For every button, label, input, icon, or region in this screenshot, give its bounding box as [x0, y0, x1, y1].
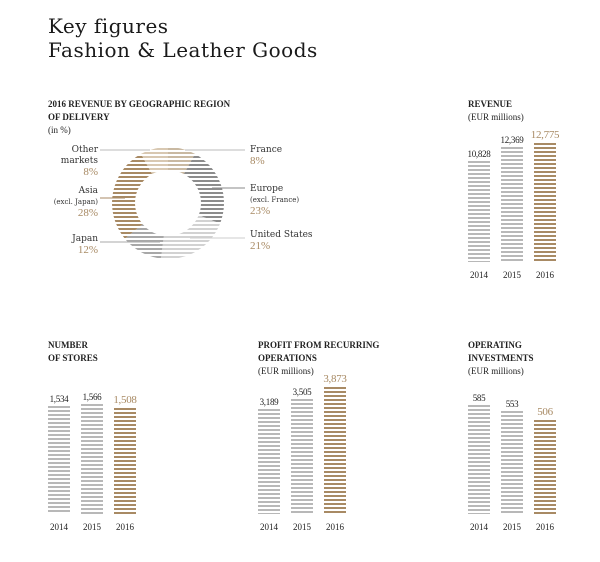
donut-slice-japan [124, 224, 164, 259]
bar-2015 [291, 398, 313, 514]
bar-2015 [81, 403, 103, 514]
chart-title: OPERATING [468, 340, 522, 350]
bar-2016 [114, 408, 136, 514]
bar-2016 [534, 420, 556, 514]
label-asia: Asia (excl. Japan) 28% [18, 186, 98, 219]
stores-header: NUMBER OF STORES [48, 339, 98, 365]
bar-value-label: 3,189 [259, 397, 279, 408]
bar-value-label: 553 [505, 399, 519, 410]
donut-unit: (in %) [48, 125, 71, 135]
label-pct: 28% [77, 207, 98, 219]
year-label: 2014 [50, 522, 68, 532]
label-united-states: United States 21% [250, 230, 313, 252]
page-subtitle: Fashion & Leather Goods [48, 38, 318, 62]
label-pct: 8% [250, 155, 265, 167]
profit-chart: 3,189 2014 3,505 2015 3,873 2016 [254, 372, 384, 532]
profit-header: PROFIT FROM RECURRING OPERATIONS (EUR mi… [258, 339, 379, 378]
year-label: 2016 [536, 522, 554, 532]
label-name: France [250, 145, 283, 155]
chart-title-2: INVESTMENTS [468, 353, 534, 363]
bar-value-label: 585 [472, 393, 486, 404]
bar-value-label: 12,775 [530, 129, 560, 142]
stores-chart: 1,534 2014 1,566 2015 1,508 2016 [44, 372, 174, 532]
bar-2015 [501, 411, 523, 514]
bar-value-label: 1,534 [49, 394, 69, 405]
chart-title: REVENUE [468, 99, 513, 109]
bar-2015 [501, 147, 523, 262]
label-pct: 23% [250, 205, 271, 217]
bar-value-label: 3,873 [323, 372, 347, 385]
donut-slice-france [168, 147, 195, 175]
bar-2014 [48, 406, 70, 514]
label-pct: 12% [77, 244, 98, 256]
label-other: Other markets 8% [18, 145, 98, 178]
bar-value-label: 1,508 [113, 394, 137, 407]
chart-title: NUMBER [48, 340, 88, 350]
label-name: United States [250, 230, 313, 240]
donut-slice-united-states [160, 215, 221, 259]
donut-slice-asia [111, 153, 153, 239]
bar-2016 [324, 386, 346, 514]
label-name: Japan [72, 234, 98, 244]
chart-title-2: OPERATIONS [258, 353, 317, 363]
investments-header: OPERATING INVESTMENTS (EUR millions) [468, 339, 534, 378]
bar-value-label: 1,566 [82, 391, 102, 402]
year-label: 2014 [470, 522, 488, 532]
investments-chart: 585 2014 553 2015 506 2016 [464, 372, 594, 532]
year-label: 2014 [260, 522, 278, 532]
revenue-header: REVENUE (EUR millions) [468, 98, 524, 124]
year-label: 2016 [326, 522, 344, 532]
bar-value-label: 12,369 [500, 135, 524, 146]
label-france: France 8% [250, 145, 282, 167]
donut-slice-europe [183, 153, 225, 224]
donut-title-2: OF DELIVERY [48, 112, 110, 122]
label-pct: 21% [250, 240, 271, 252]
label-note: (excl. Japan) [53, 198, 98, 206]
year-label: 2016 [536, 270, 554, 280]
year-label: 2015 [83, 522, 101, 532]
donut-header: 2016 REVENUE BY GEOGRAPHIC REGION OF DEL… [48, 98, 230, 137]
bar-value-label: 3,505 [292, 386, 312, 397]
bar-2014 [258, 409, 280, 514]
year-label: 2015 [293, 522, 311, 532]
label-name: Asia [78, 186, 98, 196]
bar-value-label: 10,828 [467, 149, 491, 160]
bar-2014 [468, 161, 490, 262]
year-label: 2016 [116, 522, 134, 532]
chart-title: PROFIT FROM RECURRING [258, 340, 380, 350]
label-name: Other markets [60, 145, 98, 166]
chart-unit: (EUR millions) [468, 112, 524, 122]
bar-2016 [534, 143, 556, 262]
year-label: 2015 [503, 270, 521, 280]
chart-title-2: OF STORES [48, 353, 98, 363]
revenue-chart: 10,828 2014 12,369 2015 12,775 2016 [464, 120, 594, 280]
label-europe: Europe (excl. France) 23% [250, 184, 299, 217]
donut-title: 2016 REVENUE BY GEOGRAPHIC REGION [48, 99, 231, 109]
chart-unit: (EUR millions) [258, 366, 314, 376]
page-title: Key figures [48, 14, 169, 38]
label-japan: Japan 12% [18, 234, 98, 256]
label-note: (excl. France) [250, 196, 300, 204]
year-label: 2014 [470, 270, 488, 280]
year-label: 2015 [503, 522, 521, 532]
label-name: Europe [250, 184, 284, 194]
bar-value-label: 506 [537, 406, 553, 419]
donut-slice-other-markets [141, 147, 168, 175]
bar-2014 [468, 405, 490, 514]
label-pct: 8% [83, 166, 98, 178]
chart-unit: (EUR millions) [468, 366, 524, 376]
